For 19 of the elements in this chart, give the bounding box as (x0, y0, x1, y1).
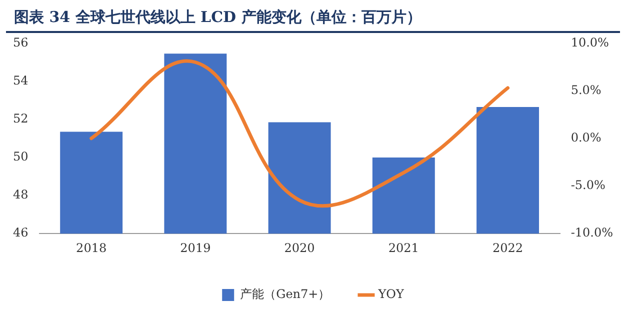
x-tick-label: 2019 (180, 240, 211, 255)
y2-tick-label: 10.0% (570, 35, 609, 50)
y-tick-label: 48 (12, 188, 28, 202)
legend-label: YOY (377, 287, 405, 302)
legend-label: 产能（Gen7+） (240, 287, 330, 302)
y-tick-label: 54 (12, 73, 29, 88)
y2-tick-label: -5.0% (570, 178, 606, 192)
y2-tick-label: 5.0% (570, 82, 602, 97)
y-tick-label: 46 (12, 226, 28, 240)
x-tick-label: 2020 (284, 240, 315, 255)
y2-tick-label: 0.0% (570, 130, 602, 145)
y2-tick-label: -10.0% (570, 226, 614, 240)
x-tick-label: 2018 (76, 240, 107, 255)
y-tick-label: 52 (12, 111, 28, 126)
x-tick-label: 2022 (492, 240, 524, 255)
x-tick-label: 2021 (388, 240, 419, 255)
chart-title: 图表 34 全球七世代线以上 LCD 产能变化（单位：百万片） (6, 0, 620, 33)
y-tick-label: 50 (12, 150, 28, 164)
y-tick-label: 56 (12, 35, 28, 50)
